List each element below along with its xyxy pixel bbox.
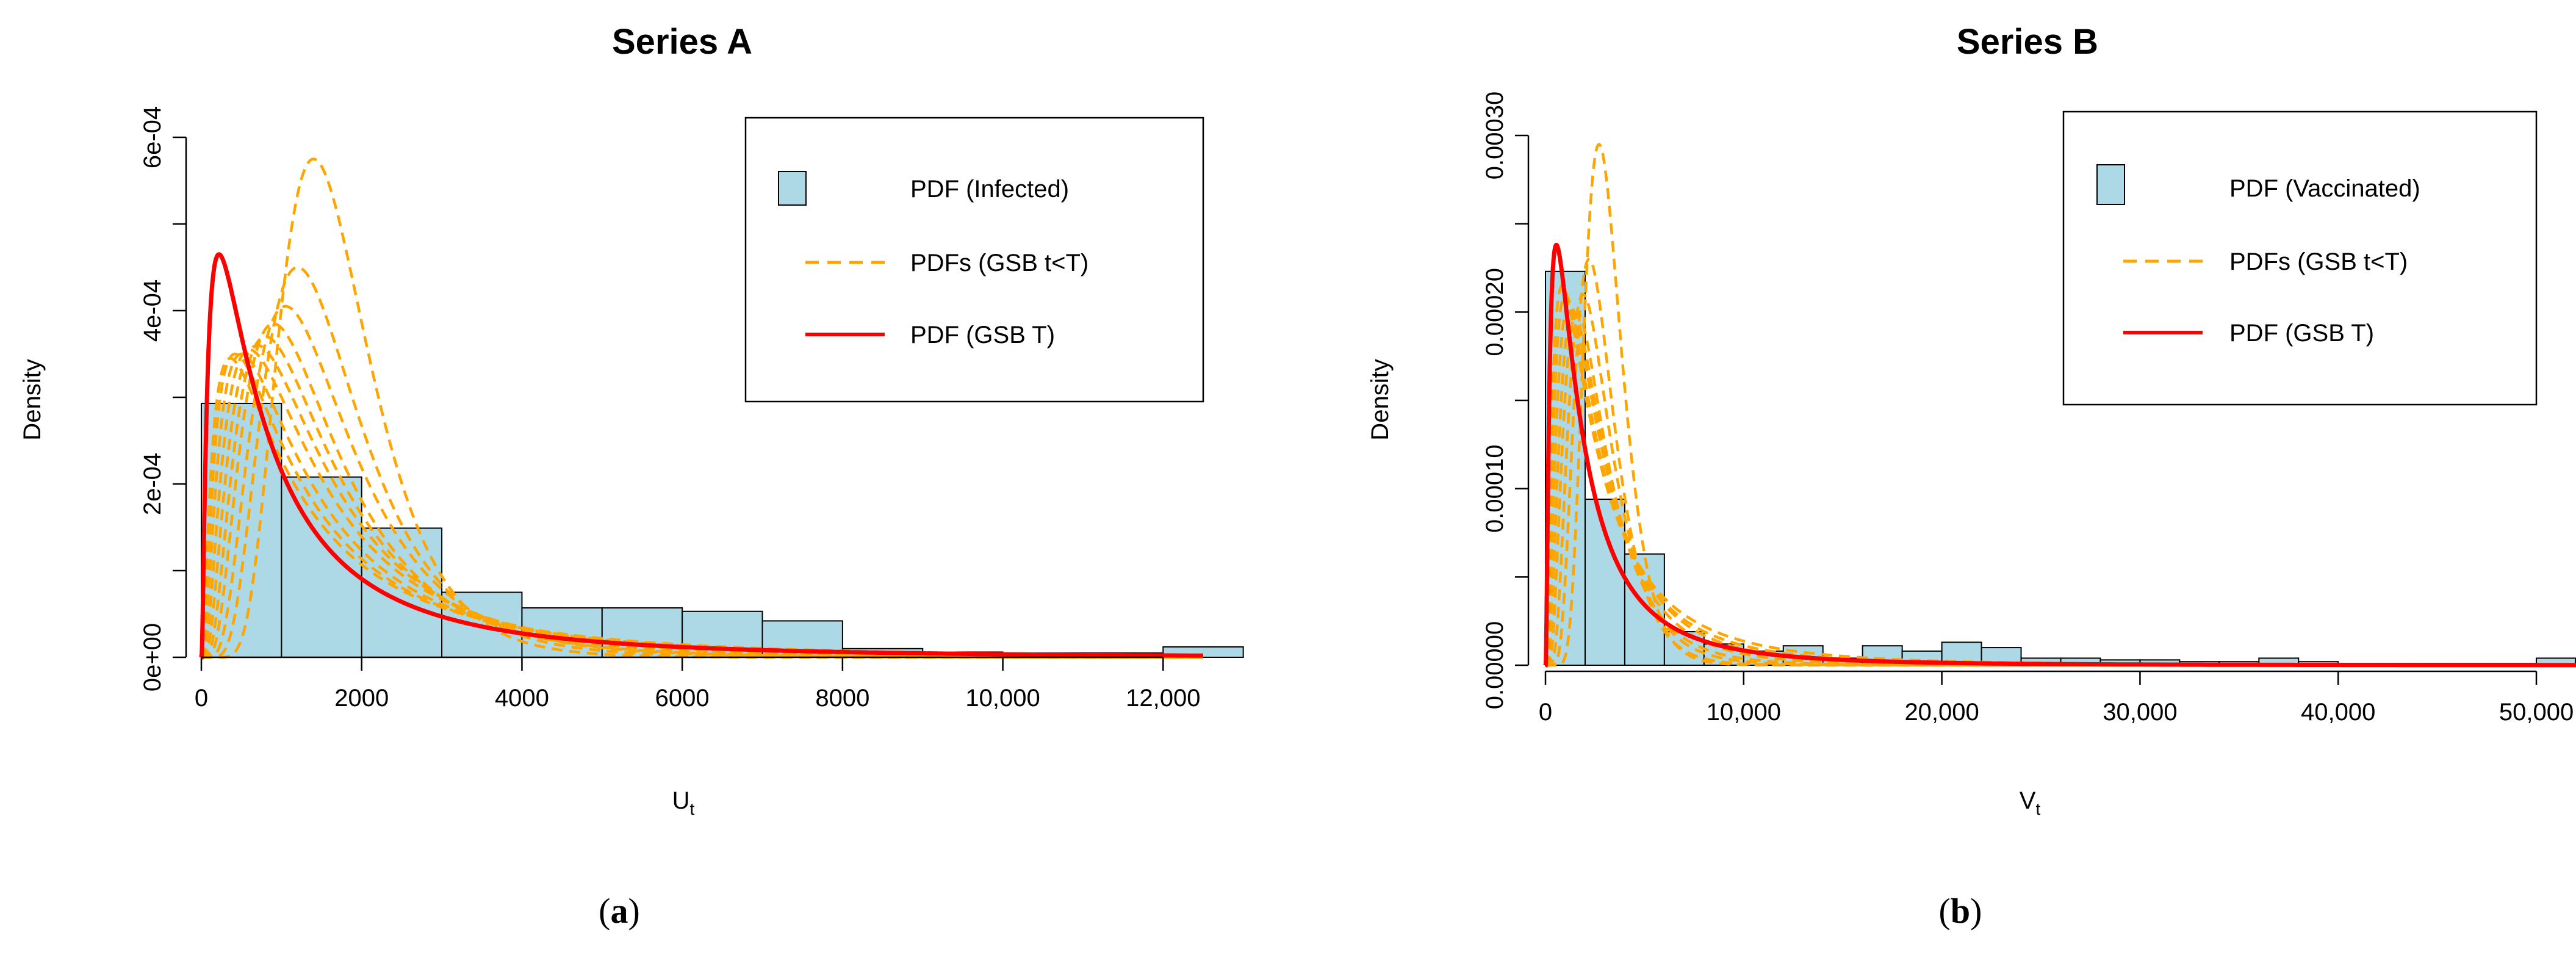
x-tick-label: 50,000 bbox=[2499, 699, 2574, 726]
x-tick-label: 4000 bbox=[495, 685, 549, 712]
panel-title: Series A bbox=[612, 22, 752, 62]
x-tick-label: 40,000 bbox=[2301, 699, 2375, 726]
legend-label-family: PDFs (GSB t<T) bbox=[2229, 248, 2408, 275]
final-curve-line bbox=[1543, 242, 2576, 668]
y-axis-label: Density bbox=[19, 359, 46, 440]
panel-series-a: Series A 0 2000 4000 6000 8000 10,000 12,000 0… bbox=[19, 22, 1244, 931]
legend-box bbox=[744, 117, 1204, 403]
x-axis: 0 10,000 20,000 30,000 40,000 50,000 bbox=[1539, 670, 2574, 726]
family-curve bbox=[1544, 284, 2576, 667]
final-curve bbox=[199, 252, 1204, 660]
legend-label-final: PDF (GSB T) bbox=[2229, 320, 2374, 347]
final-curve-line bbox=[199, 252, 1204, 660]
x-tick-label: 2000 bbox=[334, 685, 389, 712]
panel-caption-letter: b bbox=[1951, 891, 1970, 931]
legend-swatch-histogram bbox=[2096, 164, 2125, 205]
x-tick-label: 0 bbox=[1539, 699, 1552, 726]
panel-caption: (a) bbox=[599, 891, 640, 931]
legend-label-family: PDFs (GSB t<T) bbox=[910, 250, 1088, 276]
legend-box bbox=[2062, 110, 2538, 406]
legend-label-histogram: PDF (Infected) bbox=[910, 176, 1069, 203]
y-tick-label: 0.00010 bbox=[1481, 444, 1508, 533]
x-axis: 0 2000 4000 6000 8000 10,000 12,000 bbox=[195, 656, 1200, 712]
y-tick-label: 0.00000 bbox=[1481, 621, 1508, 710]
histogram bbox=[201, 402, 1244, 659]
y-tick-label: 0.00030 bbox=[1481, 92, 1508, 180]
legend: PDF (Infected) PDFs (GSB t<T) PDF (GSB T… bbox=[744, 117, 1204, 403]
panel-caption-letter: a bbox=[611, 891, 628, 931]
y-tick-label: 0.00020 bbox=[1481, 268, 1508, 356]
x-tick-label: 30,000 bbox=[2103, 699, 2177, 726]
x-axis-label-main: U bbox=[672, 787, 690, 814]
x-tick-label: 20,000 bbox=[1904, 699, 1979, 726]
x-tick-label: 6000 bbox=[655, 685, 710, 712]
panel-title: Series B bbox=[1957, 22, 2098, 62]
panel-caption: (b) bbox=[1939, 891, 1982, 931]
y-axis-label: Density bbox=[1367, 359, 1394, 440]
y-tick-label: 0e+00 bbox=[139, 623, 166, 691]
x-tick-label: 8000 bbox=[815, 685, 869, 712]
histogram-bar bbox=[1663, 631, 1705, 666]
legend-swatch-histogram bbox=[778, 171, 807, 206]
x-tick-label: 12,000 bbox=[1126, 685, 1200, 712]
x-axis-label: Vt bbox=[2020, 787, 2041, 818]
x-axis-label-main: V bbox=[2020, 787, 2036, 814]
x-tick-label: 10,000 bbox=[965, 685, 1040, 712]
x-axis-label: Ut bbox=[672, 787, 695, 818]
plot-area bbox=[1543, 143, 2576, 668]
legend: PDF (Vaccinated) PDFs (GSB t<T) PDF (GSB… bbox=[2062, 110, 2538, 406]
y-tick-label: 2e-04 bbox=[139, 453, 166, 515]
y-tick-label: 6e-04 bbox=[139, 106, 166, 168]
y-axis: 0.00000 0.00010 0.00020 0.00030 bbox=[1481, 92, 1530, 710]
x-tick-label: 10,000 bbox=[1707, 699, 1781, 726]
y-axis: 0e+00 2e-04 4e-04 6e-04 bbox=[139, 106, 187, 691]
panel-series-b: Series B 0 10,000 20,000 30,000 40,000 50,000… bbox=[1367, 22, 2576, 931]
legend-label-histogram: PDF (Vaccinated) bbox=[2229, 175, 2420, 202]
legend-label-final: PDF (GSB T) bbox=[910, 322, 1055, 348]
x-axis-label-sub: t bbox=[690, 799, 695, 818]
x-axis-label-sub: t bbox=[2035, 799, 2040, 818]
y-tick-label: 4e-04 bbox=[139, 280, 166, 342]
final-curve bbox=[1543, 242, 2576, 668]
x-tick-label: 0 bbox=[195, 685, 208, 712]
